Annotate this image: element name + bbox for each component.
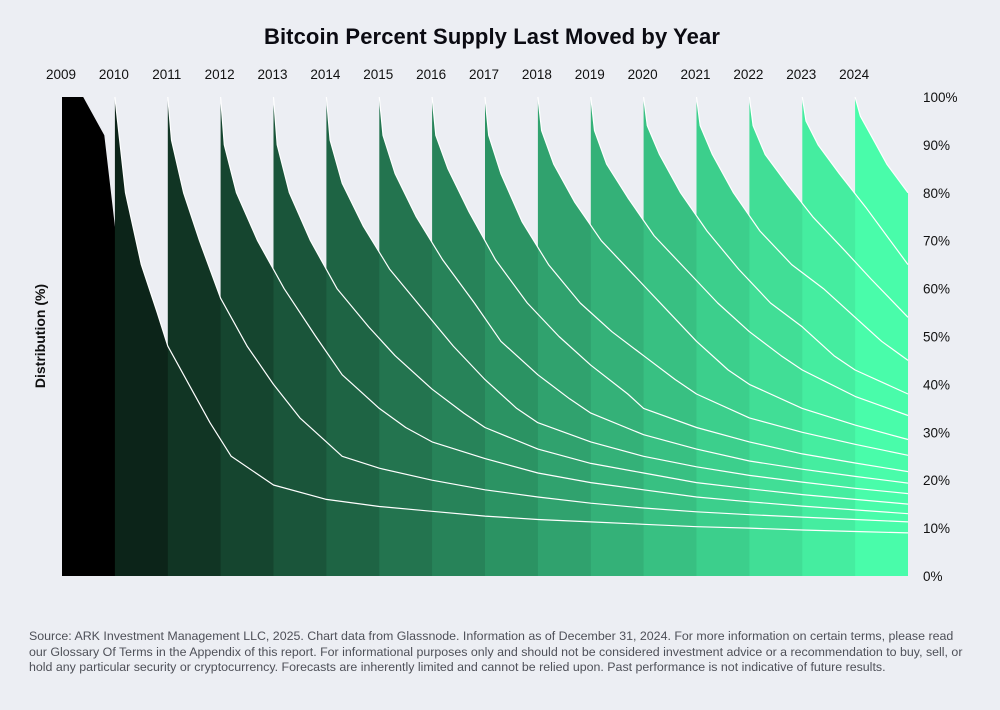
boundary-line — [643, 96, 909, 395]
y-tick-label: 70% — [923, 234, 950, 249]
x-tick-label: 2020 — [628, 67, 658, 82]
boundary-line — [272, 96, 909, 505]
x-tick-label: 2014 — [310, 67, 341, 82]
x-tick-label: 2010 — [99, 67, 129, 82]
boundary-line — [378, 96, 909, 484]
x-tick-label: 2013 — [257, 67, 287, 82]
boundary-line — [220, 96, 909, 515]
x-tick-label: 2023 — [786, 67, 816, 82]
y-axis-ticks: 0% 10% 20% 30% 40% 50% 60% 70% 80% 90% 100% — [923, 90, 958, 584]
y-tick-label: 30% — [923, 425, 950, 440]
boundary-line — [590, 96, 909, 417]
boundary-line — [854, 96, 909, 194]
x-tick-label: 2024 — [839, 67, 870, 82]
boundary-line — [167, 96, 909, 523]
boundary-line — [801, 96, 909, 265]
y-tick-label: 60% — [923, 282, 950, 297]
x-tick-label: 2015 — [363, 67, 393, 82]
x-tick-label: 2018 — [522, 67, 552, 82]
boundary-line — [484, 96, 909, 456]
x-tick-label: 2009 — [46, 67, 76, 82]
boundary-line — [537, 96, 909, 441]
y-tick-label: 90% — [923, 138, 950, 153]
boundary-line — [114, 96, 909, 534]
x-tick-label: 2016 — [416, 67, 446, 82]
y-tick-label: 10% — [923, 521, 950, 536]
boundary-lines — [114, 96, 909, 534]
y-axis-label: Distribution (%) — [32, 284, 48, 388]
y-tick-label: 0% — [923, 569, 943, 584]
x-tick-label: 2022 — [733, 67, 763, 82]
boundary-line — [431, 96, 909, 473]
y-tick-label: 80% — [923, 186, 950, 201]
y-tick-label: 40% — [923, 377, 950, 392]
boundary-line — [695, 96, 909, 361]
y-tick-label: 100% — [923, 90, 958, 105]
x-tick-label: 2011 — [152, 67, 181, 82]
boundary-line — [748, 96, 909, 318]
chart-title: Bitcoin Percent Supply Last Moved by Yea… — [263, 24, 721, 49]
chart-canvas: 2009 2010 2011 2012 2013 2014 2015 2016 2017 2018… — [32, 67, 958, 584]
boundary-line — [325, 96, 909, 495]
y-tick-label: 50% — [923, 330, 950, 345]
x-tick-label: 2017 — [469, 67, 499, 82]
y-tick-label: 20% — [923, 473, 950, 488]
x-axis-ticks: 2009 2010 2011 2012 2013 2014 2015 2016 2017 2018… — [46, 67, 870, 82]
source-note: Source: ARK Investment Management LLC, 2… — [29, 629, 963, 675]
area-layer — [855, 97, 908, 576]
x-tick-label: 2021 — [680, 67, 710, 82]
x-tick-label: 2012 — [205, 67, 235, 82]
x-tick-label: 2019 — [575, 67, 605, 82]
